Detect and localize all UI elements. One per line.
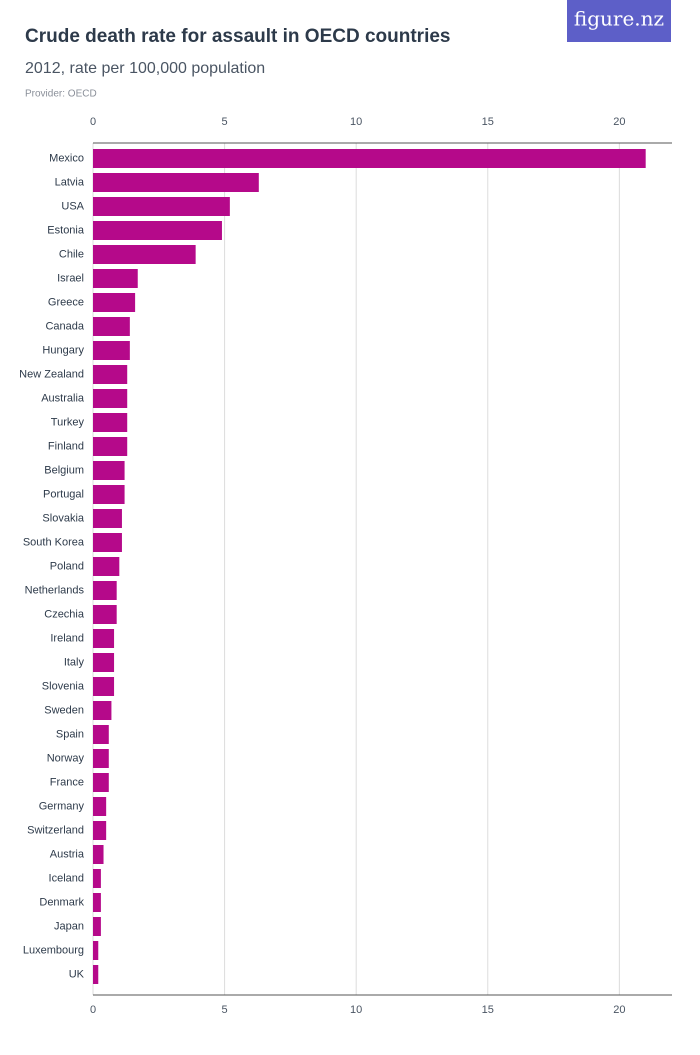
logo: figure.nz xyxy=(574,7,664,31)
bar xyxy=(93,389,128,408)
bar xyxy=(93,749,109,768)
bar xyxy=(93,869,101,888)
y-tick-label: Iceland xyxy=(49,872,84,884)
y-tick-label: Estonia xyxy=(47,224,85,236)
bar xyxy=(93,437,128,456)
chart-subtitle: 2012, rate per 100,000 population xyxy=(25,60,265,77)
y-tick-label: New Zealand xyxy=(19,368,84,380)
bar xyxy=(93,845,104,864)
bar xyxy=(93,413,128,432)
x-tick-label: 10 xyxy=(350,116,362,128)
y-tick-label: Netherlands xyxy=(25,584,85,596)
bar xyxy=(93,725,109,744)
y-tick-label: Canada xyxy=(45,320,84,332)
x-tick-label: 15 xyxy=(482,116,494,128)
bar xyxy=(93,149,646,168)
y-tick-label: Denmark xyxy=(39,896,84,908)
bar xyxy=(93,965,99,984)
y-tick-label: South Korea xyxy=(23,536,85,548)
bar xyxy=(93,341,130,360)
bar xyxy=(93,893,101,912)
x-tick-label: 20 xyxy=(613,1004,625,1016)
logo-box xyxy=(567,0,671,42)
bar xyxy=(93,653,115,672)
bar xyxy=(93,557,120,576)
bar xyxy=(93,677,115,696)
bar xyxy=(93,533,122,552)
bar xyxy=(93,701,112,720)
y-tick-label: Switzerland xyxy=(27,824,84,836)
y-tick-label: Slovenia xyxy=(42,680,85,692)
bar xyxy=(93,509,122,528)
bar xyxy=(93,461,125,480)
x-tick-label: 5 xyxy=(222,1004,228,1016)
y-tick-label: Turkey xyxy=(51,416,85,428)
x-tick-label: 10 xyxy=(350,1004,362,1016)
bar xyxy=(93,293,136,312)
y-tick-label: Finland xyxy=(48,440,84,452)
x-tick-label: 5 xyxy=(222,116,228,128)
chart-title: Crude death rate for assault in OECD cou… xyxy=(25,26,450,47)
x-tick-label: 20 xyxy=(613,116,625,128)
bar xyxy=(93,173,259,192)
y-tick-label: France xyxy=(50,776,84,788)
y-tick-label: Hungary xyxy=(42,344,84,356)
bar xyxy=(93,197,230,216)
y-tick-label: Italy xyxy=(64,656,85,668)
y-tick-label: Australia xyxy=(41,392,85,404)
y-tick-label: Germany xyxy=(39,800,85,812)
bar xyxy=(93,629,115,648)
y-tick-label: Israel xyxy=(57,272,84,284)
bar xyxy=(93,245,196,264)
bar xyxy=(93,917,101,936)
y-tick-label: Austria xyxy=(50,848,85,860)
y-tick-label: Slovakia xyxy=(42,512,84,524)
bar xyxy=(93,941,99,960)
x-tick-label: 0 xyxy=(90,116,96,128)
y-tick-label: Latvia xyxy=(55,176,85,188)
bar xyxy=(93,221,222,240)
bar xyxy=(93,605,117,624)
y-tick-label: Sweden xyxy=(44,704,84,716)
y-tick-label: USA xyxy=(61,200,84,212)
y-tick-label: Portugal xyxy=(43,488,84,500)
y-tick-label: Spain xyxy=(56,728,84,740)
bar xyxy=(93,485,125,504)
y-tick-label: Poland xyxy=(50,560,84,572)
y-tick-label: Japan xyxy=(54,920,84,932)
bar xyxy=(93,269,138,288)
y-tick-label: Belgium xyxy=(44,464,84,476)
x-tick-label: 15 xyxy=(482,1004,494,1016)
y-tick-label: Luxembourg xyxy=(23,944,84,956)
bar xyxy=(93,581,117,600)
y-tick-label: UK xyxy=(69,968,85,980)
y-tick-label: Mexico xyxy=(49,152,84,164)
y-tick-label: Greece xyxy=(48,296,84,308)
bar xyxy=(93,821,107,840)
bar xyxy=(93,773,109,792)
bar xyxy=(93,797,107,816)
y-tick-label: Chile xyxy=(59,248,84,260)
y-tick-label: Ireland xyxy=(50,632,84,644)
bar xyxy=(93,317,130,336)
bar xyxy=(93,365,128,384)
y-tick-label: Norway xyxy=(47,752,85,764)
provider: Provider: OECD xyxy=(25,89,97,100)
y-tick-label: Czechia xyxy=(44,608,85,620)
x-tick-label: 0 xyxy=(90,1004,96,1016)
